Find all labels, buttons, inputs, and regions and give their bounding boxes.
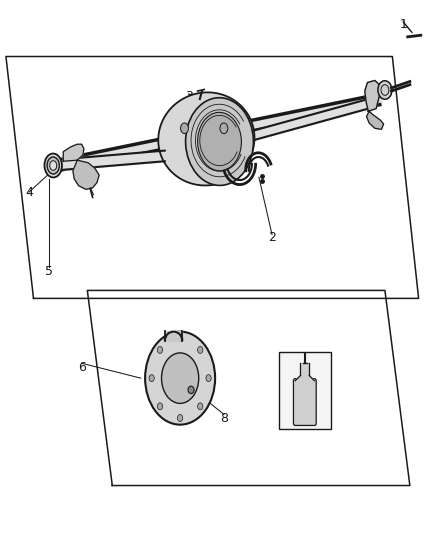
Text: 4: 4 <box>25 185 33 199</box>
FancyBboxPatch shape <box>293 378 315 425</box>
Polygon shape <box>294 375 314 381</box>
Ellipse shape <box>219 123 227 134</box>
Polygon shape <box>366 111 383 130</box>
Ellipse shape <box>145 332 215 425</box>
Ellipse shape <box>180 123 188 134</box>
Polygon shape <box>164 332 182 341</box>
Polygon shape <box>364 80 380 111</box>
Text: 6: 6 <box>78 361 85 374</box>
Text: 9: 9 <box>293 411 301 424</box>
Ellipse shape <box>185 98 253 185</box>
Ellipse shape <box>49 161 57 170</box>
Ellipse shape <box>177 335 182 342</box>
Bar <box>278 352 330 429</box>
Ellipse shape <box>161 353 198 403</box>
Ellipse shape <box>187 386 194 393</box>
Text: 1: 1 <box>399 18 406 31</box>
Ellipse shape <box>44 154 62 177</box>
Ellipse shape <box>47 157 59 174</box>
Text: 7: 7 <box>162 409 170 422</box>
Ellipse shape <box>197 403 202 410</box>
Ellipse shape <box>377 80 391 99</box>
Text: 5: 5 <box>45 265 53 278</box>
Ellipse shape <box>158 92 254 185</box>
Ellipse shape <box>197 346 202 353</box>
Ellipse shape <box>197 112 241 171</box>
Text: 8: 8 <box>219 411 227 424</box>
Ellipse shape <box>149 375 154 382</box>
Ellipse shape <box>177 415 182 422</box>
Text: 2: 2 <box>268 231 276 244</box>
Polygon shape <box>73 160 99 189</box>
Polygon shape <box>63 144 84 161</box>
Ellipse shape <box>157 403 162 410</box>
Ellipse shape <box>157 346 162 353</box>
Text: 3: 3 <box>184 90 192 103</box>
Ellipse shape <box>205 375 211 382</box>
Polygon shape <box>300 364 308 375</box>
